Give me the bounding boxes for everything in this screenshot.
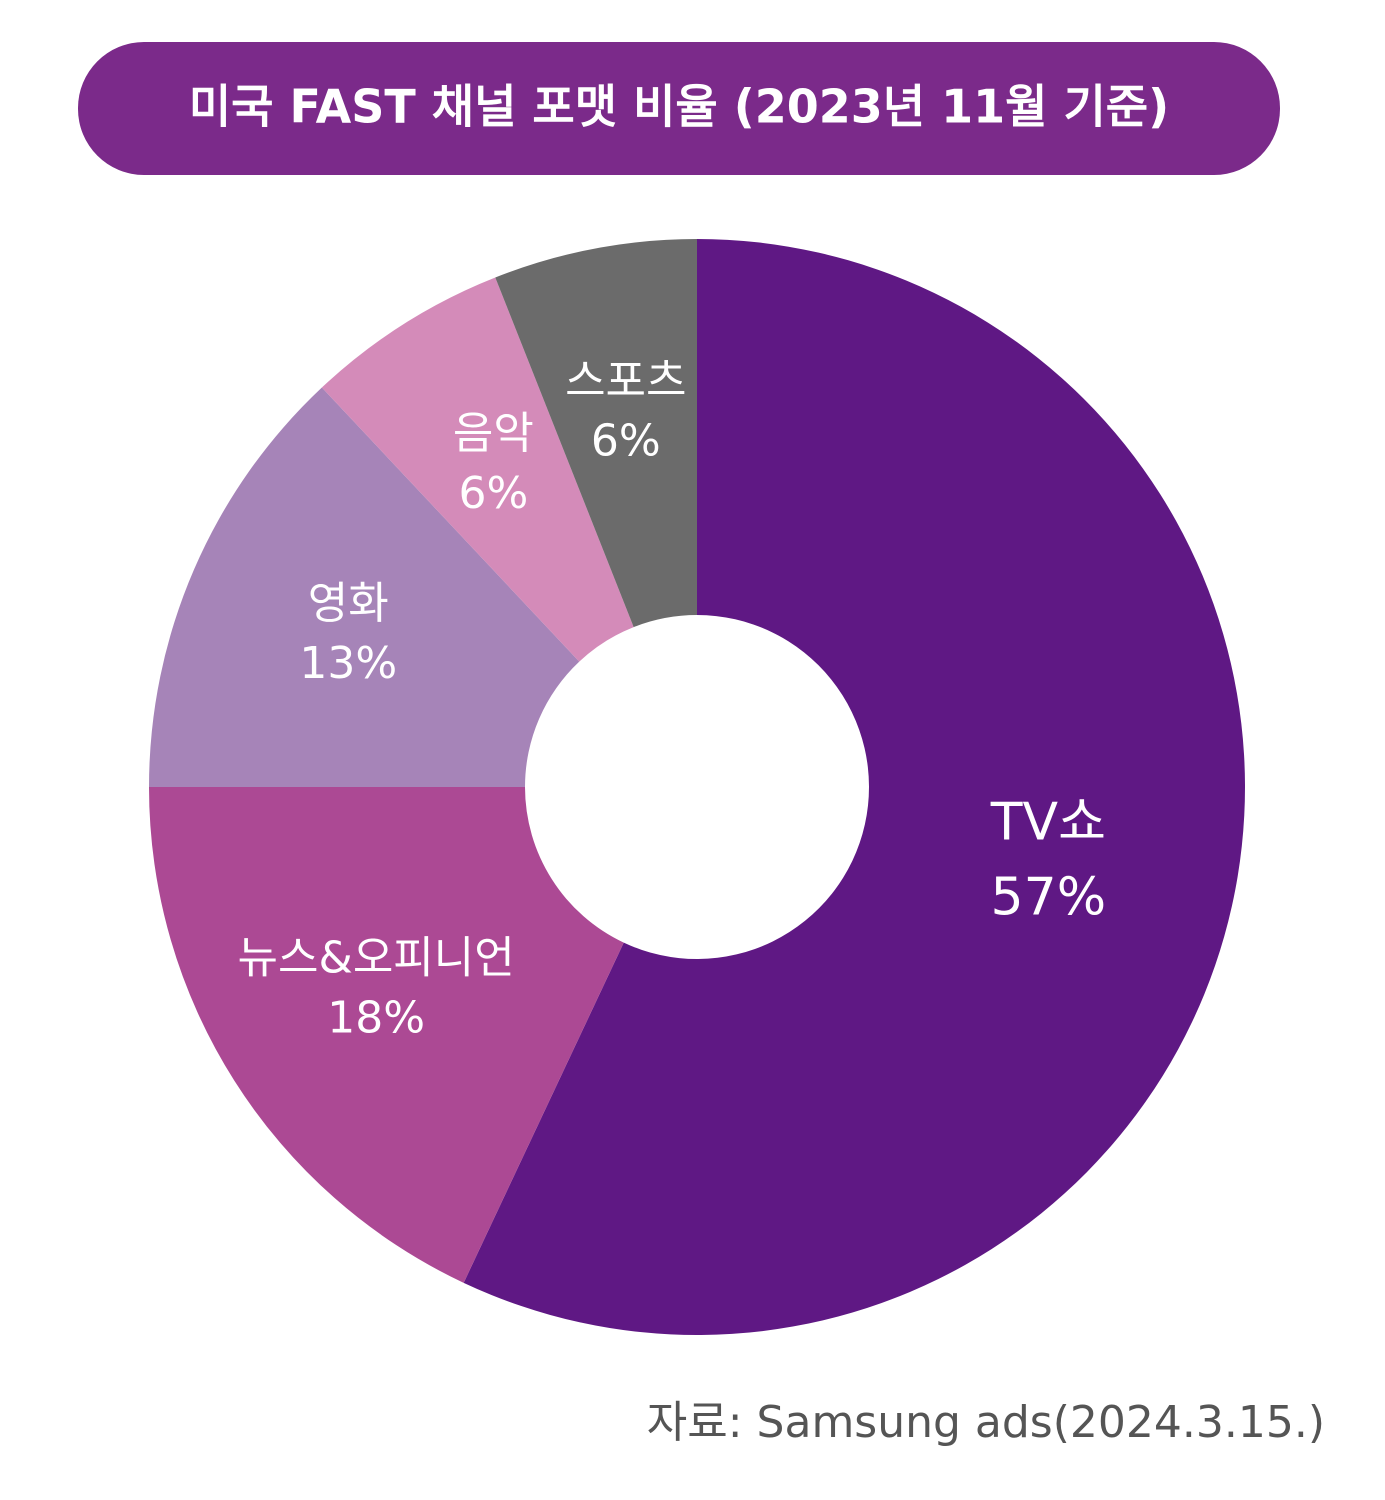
slice: [321, 277, 634, 662]
value-label: 57%: [991, 868, 1107, 928]
slice: [463, 239, 1246, 1336]
slice: [149, 387, 580, 787]
value-label: 6%: [458, 468, 528, 519]
slice: [149, 787, 624, 1283]
chart-title: 미국 FAST 채널 포맷 비율 (2023년 11월 기준): [189, 80, 1169, 134]
title-pill: [78, 42, 1280, 175]
slice-label: TV쇼: [990, 793, 1106, 853]
slice-label: 스포츠: [565, 356, 686, 407]
value-label: 6%: [591, 416, 661, 467]
slice-label: 음악: [453, 408, 534, 459]
slice-label: 뉴스&오피니언: [238, 933, 515, 984]
source-note: 자료: Samsung ads(2024.3.15.): [647, 1397, 1325, 1448]
slice-label: 영화: [308, 578, 389, 629]
value-label: 13%: [299, 638, 397, 689]
slice: [495, 239, 697, 628]
value-label: 18%: [327, 993, 425, 1044]
